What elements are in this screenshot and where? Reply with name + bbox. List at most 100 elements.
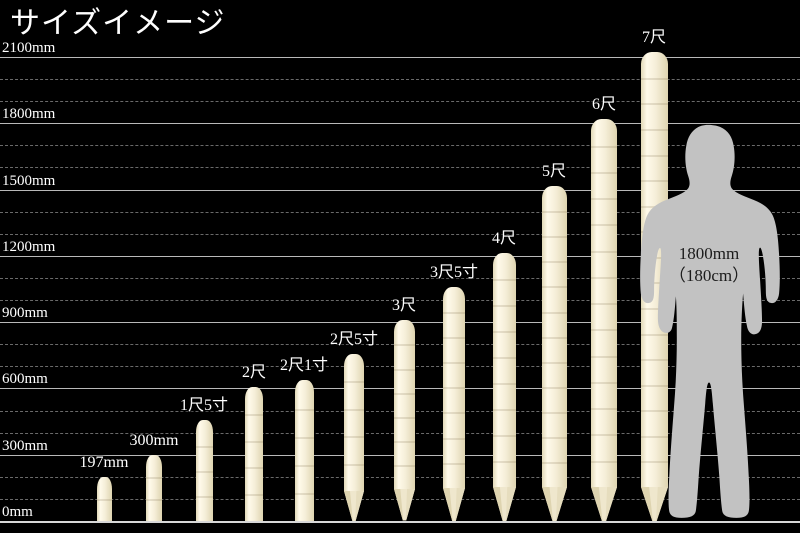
bar-value-label: 300mm: [129, 431, 179, 449]
bar-node-mark: [591, 303, 617, 306]
bar-node-mark: [393, 344, 415, 347]
bar-node-mark: [640, 461, 668, 464]
bar-node-mark: [443, 311, 465, 314]
bar-node-mark: [541, 211, 567, 214]
bar-node-mark: [541, 386, 567, 389]
y-axis-tick-label: 1200mm: [2, 238, 56, 255]
bar-node-mark: [492, 305, 516, 308]
bar: [541, 186, 567, 521]
bar-node-mark: [492, 279, 516, 282]
bar-value-label: 1尺5寸: [179, 397, 229, 415]
bar-value-label: 2尺5寸: [329, 330, 379, 348]
bar: [344, 353, 364, 521]
gridline-minor: [0, 145, 800, 147]
bar-node-mark: [492, 409, 516, 412]
bar-node-mark: [294, 436, 314, 439]
gridline-minor: [0, 167, 800, 169]
bar-node-mark: [96, 499, 112, 502]
bar-node-mark: [195, 495, 213, 498]
bar-node-mark: [591, 171, 617, 174]
figure-caption: 1800mm （180cm）: [638, 243, 780, 287]
bar: [245, 387, 263, 521]
bar: [492, 253, 516, 521]
bar-node-mark: [492, 435, 516, 438]
bar-node-mark: [541, 236, 567, 239]
bar-node-mark: [443, 437, 465, 440]
bar: [393, 320, 415, 521]
bar-node-mark: [492, 357, 516, 360]
bar-node-mark: [640, 154, 668, 157]
y-axis-tick-label: 0mm: [2, 504, 33, 520]
bar-node-mark: [146, 476, 162, 479]
bar-node-mark: [443, 412, 465, 415]
bar: [195, 420, 213, 521]
bar-node-mark: [591, 224, 617, 227]
bar-value-label: 6尺: [591, 96, 617, 114]
bar-value-label: 7尺: [641, 29, 667, 47]
bar-node-mark: [541, 361, 567, 364]
bar-node-mark: [640, 435, 668, 438]
bar-node-mark: [541, 461, 567, 464]
bar-node-mark: [393, 465, 415, 468]
bar: [294, 380, 314, 521]
gridline-minor: [0, 277, 800, 279]
y-axis-tick-label: 1800mm: [2, 106, 56, 123]
bar-node-mark: [591, 434, 617, 437]
y-axis-tick-label: 2100mm: [2, 40, 56, 56]
bar: [96, 477, 112, 521]
figure-caption-mm: 1800mm: [678, 243, 740, 263]
bar: [146, 454, 162, 521]
bar-node-mark: [443, 336, 465, 339]
bar-node-mark: [443, 462, 465, 465]
bar-node-mark: [294, 464, 314, 467]
gridline-major: [0, 189, 800, 191]
bar-value-label: 5尺: [541, 163, 567, 181]
y-axis-tick-label: 600mm: [2, 371, 48, 388]
bar-node-mark: [591, 329, 617, 332]
bar-node-mark: [443, 362, 465, 365]
gridline-minor: [0, 233, 800, 235]
bar-value-label: 4尺: [491, 230, 517, 248]
bar-tapered-tip: [640, 486, 668, 521]
bar-tapered-tip: [591, 486, 617, 521]
bar-node-mark: [640, 129, 668, 132]
bar-node-mark: [344, 381, 364, 383]
bar-node-mark: [492, 331, 516, 334]
bar-node-mark: [640, 384, 668, 387]
bar-node-mark: [195, 445, 213, 448]
bar-node-mark: [591, 355, 617, 358]
bar-node-mark: [591, 460, 617, 463]
bar-node-mark: [541, 286, 567, 289]
bar-node-mark: [443, 387, 465, 390]
bar-node-mark: [492, 461, 516, 464]
bar-node-mark: [640, 333, 668, 336]
bar-node-mark: [195, 470, 213, 473]
bar: [443, 286, 465, 521]
bar-tapered-tip: [344, 490, 364, 521]
bar-node-mark: [541, 436, 567, 439]
bar-tapered-tip: [492, 486, 516, 521]
bar-value-label: 2尺1寸: [279, 357, 329, 375]
y-axis-tick-label: 900mm: [2, 305, 48, 322]
bar-node-mark: [591, 276, 617, 279]
bar-node-mark: [640, 180, 668, 183]
gridline-major: [0, 521, 800, 523]
bar-node-mark: [393, 416, 415, 419]
y-axis-tick-label: 1500mm: [2, 172, 56, 189]
gridline-minor: [0, 300, 800, 302]
bar-tapered-tip: [393, 489, 415, 521]
bar-node-mark: [640, 205, 668, 208]
human-silhouette-figure: 1800mm （180cm）: [638, 123, 780, 521]
bar-node-mark: [393, 392, 415, 395]
bar-value-label: 3尺: [391, 297, 417, 315]
y-axis-tick-label: 300mm: [2, 437, 48, 454]
bar-node-mark: [245, 413, 263, 416]
bar-node-mark: [245, 467, 263, 470]
bar-value-label: 3尺5寸: [429, 263, 479, 281]
gridline-minor: [0, 101, 800, 103]
bar-node-mark: [541, 311, 567, 314]
bar-node-mark: [591, 145, 617, 148]
bar-tapered-tip: [541, 486, 567, 521]
bar-node-mark: [640, 359, 668, 362]
